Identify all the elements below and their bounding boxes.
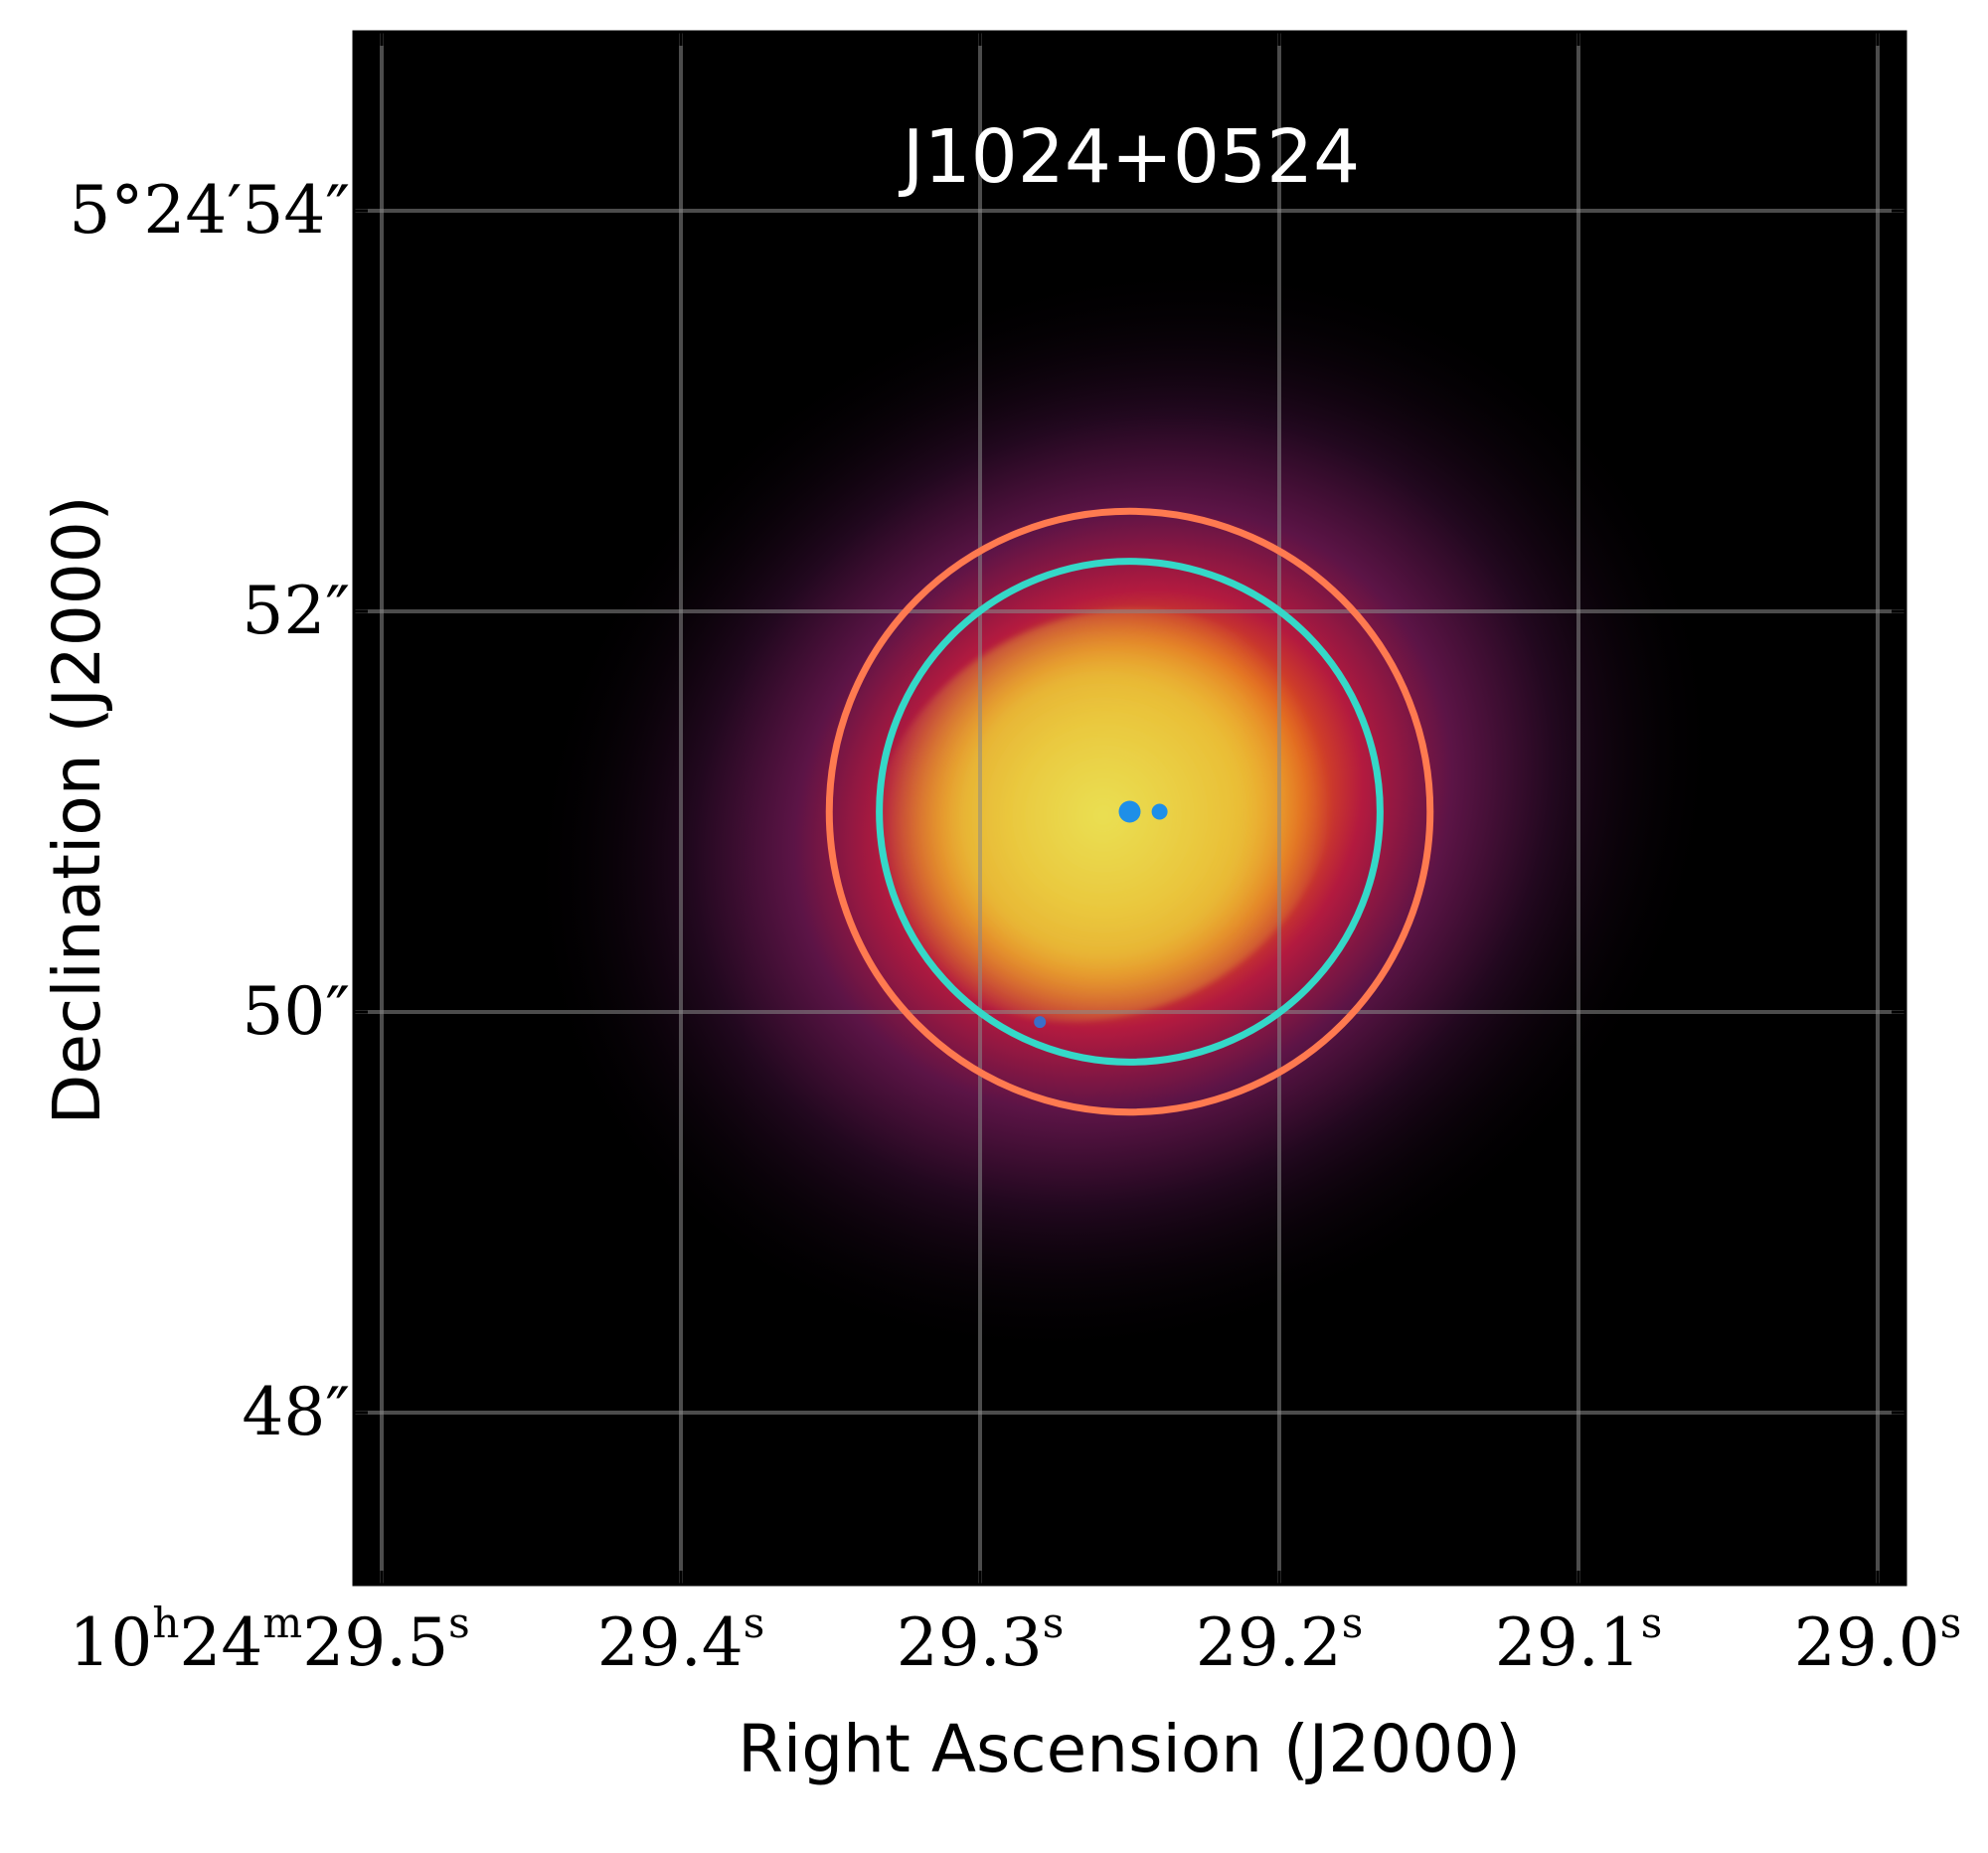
y-axis-label: Declination (J2000) <box>39 495 115 1125</box>
x-tick-label-0: 10h24m29.5s <box>69 1599 470 1681</box>
x-tick-label-5: 29.0s <box>1793 1599 1962 1681</box>
coordinate-grid <box>354 32 1905 1585</box>
apertures <box>825 507 1434 1116</box>
source-3 <box>1034 1016 1047 1029</box>
y-tick-label-0: 5°24′54″ <box>69 172 350 249</box>
x-tick-label-2: 29.3s <box>896 1599 1065 1681</box>
galaxy-core <box>871 608 1336 1022</box>
y-tick-label-3: 48″ <box>242 1374 350 1450</box>
x-tick-label-1: 29.4s <box>596 1599 765 1681</box>
x-tick-label-4: 29.1s <box>1494 1599 1663 1681</box>
y-tick-label-1: 52″ <box>242 573 350 649</box>
plot-frame <box>352 30 1907 1587</box>
source-2 <box>1151 803 1168 820</box>
x-tick-label-3: 29.2s <box>1195 1599 1364 1681</box>
y-tick-label-2: 50″ <box>242 973 350 1050</box>
blue-sources <box>1034 800 1168 1029</box>
plot-title: J1024+0524 <box>902 114 1361 200</box>
inner-aperture <box>876 558 1384 1066</box>
x-axis-label: Right Ascension (J2000) <box>738 1711 1521 1787</box>
outer-aperture <box>825 507 1434 1116</box>
source-1 <box>1118 800 1141 823</box>
tick-marks <box>354 32 1905 1585</box>
